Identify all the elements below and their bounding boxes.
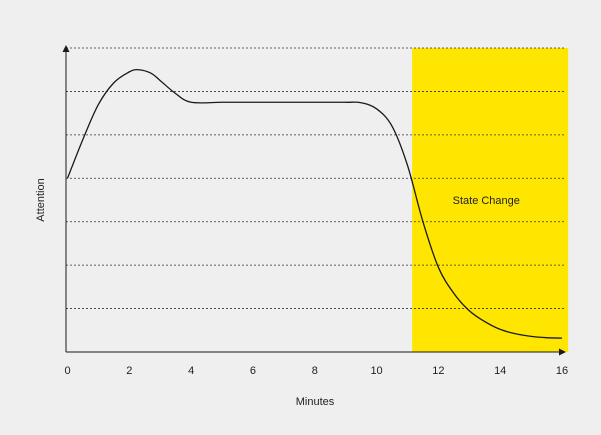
x-tick-label: 16 bbox=[556, 365, 568, 377]
state-change-region bbox=[412, 48, 569, 352]
attention-series-line bbox=[66, 69, 563, 339]
x-tick-label: 8 bbox=[312, 365, 318, 377]
x-tick-label: 10 bbox=[370, 365, 382, 377]
x-tick-label: 0 bbox=[64, 365, 70, 377]
x-axis-label: Minutes bbox=[296, 396, 335, 408]
y-axis-arrow-icon bbox=[62, 45, 70, 52]
state-change-label: State Change bbox=[453, 195, 520, 207]
x-tick-label: 4 bbox=[188, 365, 194, 377]
y-axis-label: Attention bbox=[35, 178, 47, 221]
x-tick-label: 14 bbox=[494, 365, 506, 377]
x-tick-label: 12 bbox=[432, 365, 444, 377]
x-tick-label: 6 bbox=[250, 365, 256, 377]
x-tick-label: 2 bbox=[126, 365, 132, 377]
x-axis-arrow-icon bbox=[559, 348, 566, 356]
